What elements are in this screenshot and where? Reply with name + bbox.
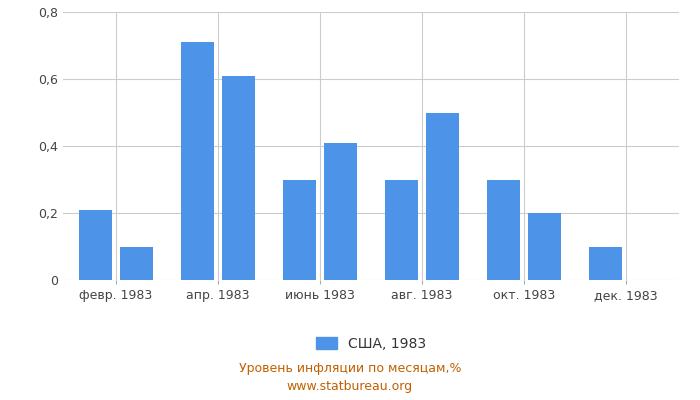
Bar: [222, 76, 255, 280]
Bar: [426, 112, 459, 280]
Bar: [487, 180, 520, 280]
Bar: [385, 180, 418, 280]
Bar: [120, 246, 153, 280]
Bar: [528, 213, 561, 280]
Bar: [284, 180, 316, 280]
Text: www.statbureau.org: www.statbureau.org: [287, 380, 413, 393]
Bar: [324, 143, 357, 280]
Bar: [79, 210, 112, 280]
Bar: [181, 42, 214, 280]
Text: Уровень инфляции по месяцам,%: Уровень инфляции по месяцам,%: [239, 362, 461, 375]
Bar: [589, 246, 622, 280]
Legend: США, 1983: США, 1983: [309, 330, 433, 358]
